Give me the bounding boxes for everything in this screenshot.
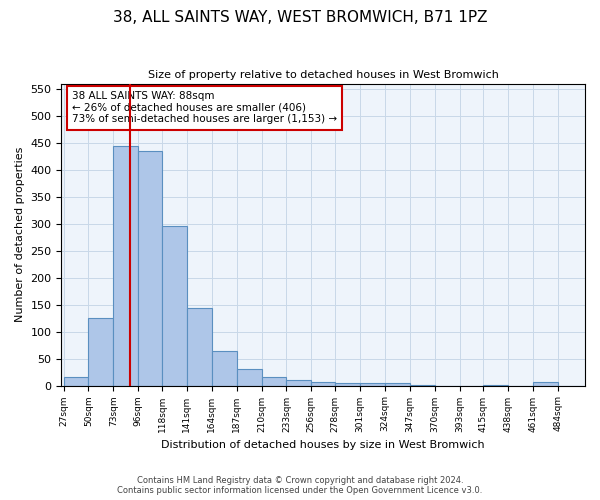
Bar bbox=[410, 385, 434, 386]
Bar bbox=[533, 382, 558, 386]
Bar bbox=[286, 380, 311, 386]
Bar bbox=[212, 350, 236, 386]
X-axis label: Distribution of detached houses by size in West Bromwich: Distribution of detached houses by size … bbox=[161, 440, 485, 450]
Bar bbox=[262, 378, 286, 386]
Bar bbox=[113, 146, 138, 386]
Y-axis label: Number of detached properties: Number of detached properties bbox=[15, 147, 25, 322]
Title: Size of property relative to detached houses in West Bromwich: Size of property relative to detached ho… bbox=[148, 70, 499, 80]
Bar bbox=[138, 151, 162, 386]
Bar bbox=[335, 383, 360, 386]
Text: 38 ALL SAINTS WAY: 88sqm
← 26% of detached houses are smaller (406)
73% of semi-: 38 ALL SAINTS WAY: 88sqm ← 26% of detach… bbox=[72, 91, 337, 124]
Bar bbox=[360, 383, 385, 386]
Text: Contains HM Land Registry data © Crown copyright and database right 2024.
Contai: Contains HM Land Registry data © Crown c… bbox=[118, 476, 482, 495]
Bar bbox=[187, 308, 212, 386]
Bar bbox=[162, 226, 187, 386]
Bar bbox=[88, 318, 113, 386]
Bar bbox=[385, 384, 410, 386]
Bar bbox=[484, 385, 508, 386]
Bar bbox=[311, 382, 335, 386]
Bar bbox=[64, 378, 88, 386]
Bar bbox=[236, 370, 262, 386]
Text: 38, ALL SAINTS WAY, WEST BROMWICH, B71 1PZ: 38, ALL SAINTS WAY, WEST BROMWICH, B71 1… bbox=[113, 10, 487, 25]
